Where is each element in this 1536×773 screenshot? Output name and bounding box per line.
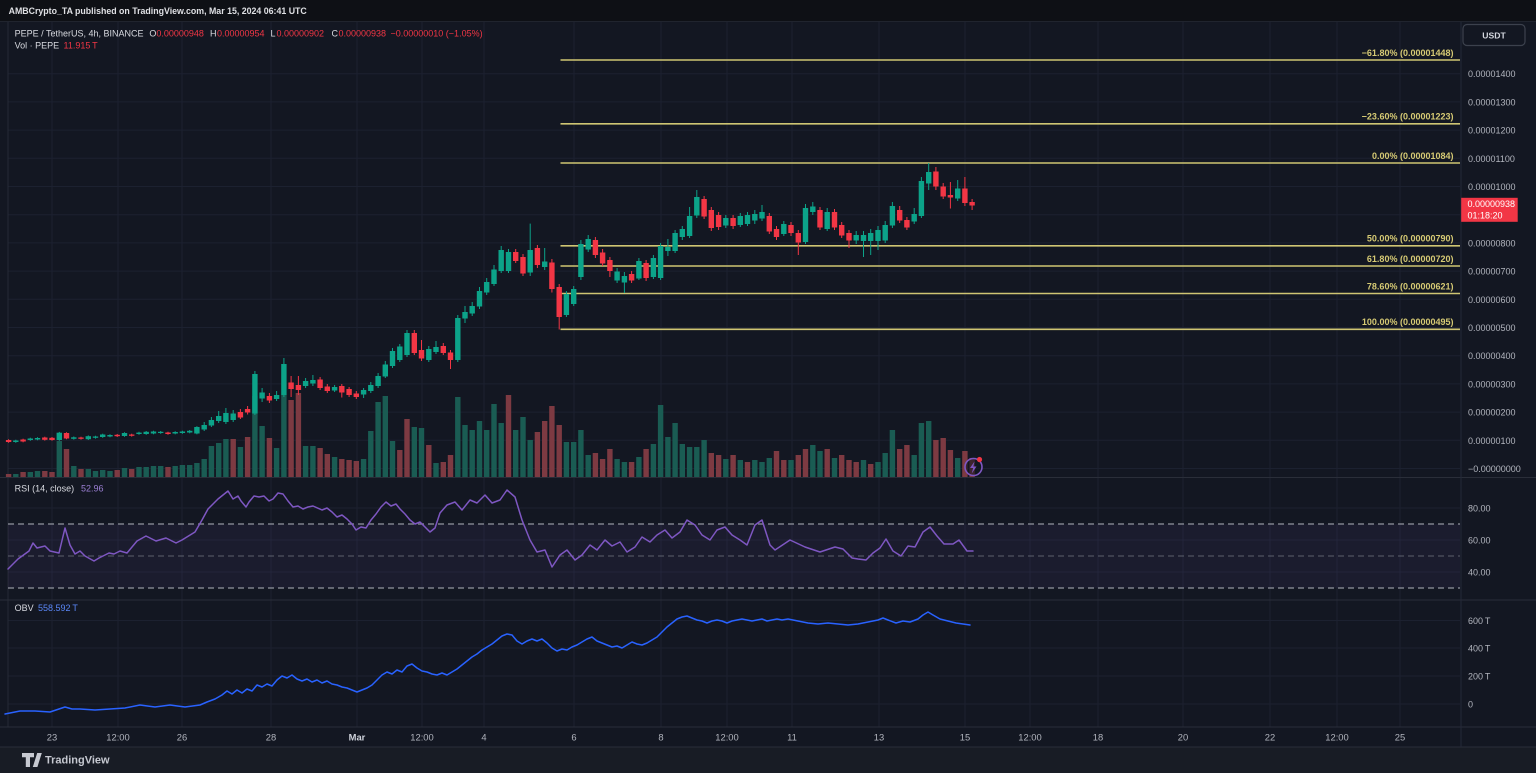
svg-text:0.00001200: 0.00001200 bbox=[1468, 126, 1516, 136]
svg-text:PEPE / TetherUS, 4h, BINANCE: PEPE / TetherUS, 4h, BINANCE bbox=[15, 29, 144, 39]
svg-text:23: 23 bbox=[47, 732, 57, 743]
svg-text:0.00% (0.00001084): 0.00% (0.00001084) bbox=[1372, 151, 1454, 161]
svg-text:AMBCrypto_TA published on Trad: AMBCrypto_TA published on TradingView.co… bbox=[9, 6, 308, 16]
svg-text:100.00% (0.00000495): 100.00% (0.00000495) bbox=[1362, 317, 1454, 327]
svg-text:200 T: 200 T bbox=[1468, 672, 1491, 682]
svg-text:OBV: OBV bbox=[15, 603, 34, 613]
svg-text:0.00000700: 0.00000700 bbox=[1468, 267, 1516, 277]
svg-text:H: H bbox=[210, 29, 217, 39]
svg-text:Vol · PEPE: Vol · PEPE bbox=[15, 41, 60, 51]
svg-text:L: L bbox=[271, 29, 276, 39]
svg-text:12:00: 12:00 bbox=[1018, 732, 1041, 743]
svg-text:0.00000938: 0.00000938 bbox=[1468, 199, 1516, 209]
svg-text:O: O bbox=[149, 29, 156, 39]
svg-text:TradingView: TradingView bbox=[45, 755, 110, 767]
svg-text:0.00000954: 0.00000954 bbox=[217, 29, 265, 39]
svg-text:600 T: 600 T bbox=[1468, 616, 1491, 626]
svg-text:USDT: USDT bbox=[1482, 30, 1506, 40]
svg-text:12:00: 12:00 bbox=[715, 732, 738, 743]
svg-text:78.60% (0.00000621): 78.60% (0.00000621) bbox=[1367, 281, 1454, 291]
svg-text:50.00% (0.00000790): 50.00% (0.00000790) bbox=[1367, 234, 1454, 244]
svg-text:0.00001100: 0.00001100 bbox=[1468, 154, 1515, 164]
svg-text:8: 8 bbox=[658, 732, 663, 743]
svg-text:0.00000938: 0.00000938 bbox=[339, 29, 387, 39]
svg-text:11: 11 bbox=[787, 732, 797, 743]
svg-text:80.00: 80.00 bbox=[1468, 504, 1491, 514]
svg-text:−0.00000010 (−1.05%): −0.00000010 (−1.05%) bbox=[391, 29, 483, 39]
svg-text:0.00000400: 0.00000400 bbox=[1468, 351, 1516, 361]
svg-text:15: 15 bbox=[960, 732, 970, 743]
svg-text:4: 4 bbox=[481, 732, 486, 743]
svg-text:12:00: 12:00 bbox=[106, 732, 129, 743]
svg-text:0.00000800: 0.00000800 bbox=[1468, 238, 1516, 248]
svg-text:52.96: 52.96 bbox=[81, 484, 104, 494]
svg-text:0.00000200: 0.00000200 bbox=[1468, 408, 1516, 418]
svg-text:18: 18 bbox=[1093, 732, 1103, 743]
svg-text:Mar: Mar bbox=[349, 732, 366, 743]
svg-text:11.915 T: 11.915 T bbox=[64, 41, 99, 51]
svg-text:−23.60% (0.00001223): −23.60% (0.00001223) bbox=[1362, 112, 1454, 122]
svg-text:40.00: 40.00 bbox=[1468, 568, 1491, 578]
svg-text:0.00001400: 0.00001400 bbox=[1468, 69, 1516, 79]
svg-text:0.00000500: 0.00000500 bbox=[1468, 323, 1516, 333]
svg-text:0.00001000: 0.00001000 bbox=[1468, 182, 1516, 192]
svg-text:01:18:20: 01:18:20 bbox=[1468, 211, 1503, 221]
svg-text:0.00000902: 0.00000902 bbox=[277, 29, 325, 39]
svg-text:26: 26 bbox=[177, 732, 187, 743]
svg-text:0.00000300: 0.00000300 bbox=[1468, 379, 1516, 389]
svg-text:6: 6 bbox=[571, 732, 576, 743]
svg-text:0.00000100: 0.00000100 bbox=[1468, 436, 1516, 446]
svg-text:60.00: 60.00 bbox=[1468, 536, 1491, 546]
svg-text:12:00: 12:00 bbox=[1325, 732, 1348, 743]
svg-text:−0.00000000: −0.00000000 bbox=[1468, 464, 1521, 474]
svg-text:0.00000600: 0.00000600 bbox=[1468, 295, 1516, 305]
svg-text:28: 28 bbox=[266, 732, 276, 743]
svg-text:−61.80% (0.00001448): −61.80% (0.00001448) bbox=[1362, 48, 1454, 58]
svg-text:12:00: 12:00 bbox=[410, 732, 433, 743]
svg-text:C: C bbox=[332, 29, 339, 39]
svg-text:0.00001300: 0.00001300 bbox=[1468, 97, 1516, 107]
svg-text:20: 20 bbox=[1178, 732, 1188, 743]
svg-text:25: 25 bbox=[1395, 732, 1405, 743]
svg-text:RSI (14, close): RSI (14, close) bbox=[15, 484, 75, 494]
svg-text:13: 13 bbox=[874, 732, 884, 743]
svg-text:0.00000948: 0.00000948 bbox=[156, 29, 204, 39]
svg-text:0: 0 bbox=[1468, 700, 1473, 710]
svg-text:558.592 T: 558.592 T bbox=[38, 603, 78, 613]
svg-text:61.80% (0.00000720): 61.80% (0.00000720) bbox=[1367, 254, 1454, 264]
svg-text:400 T: 400 T bbox=[1468, 644, 1491, 654]
svg-text:22: 22 bbox=[1265, 732, 1275, 743]
